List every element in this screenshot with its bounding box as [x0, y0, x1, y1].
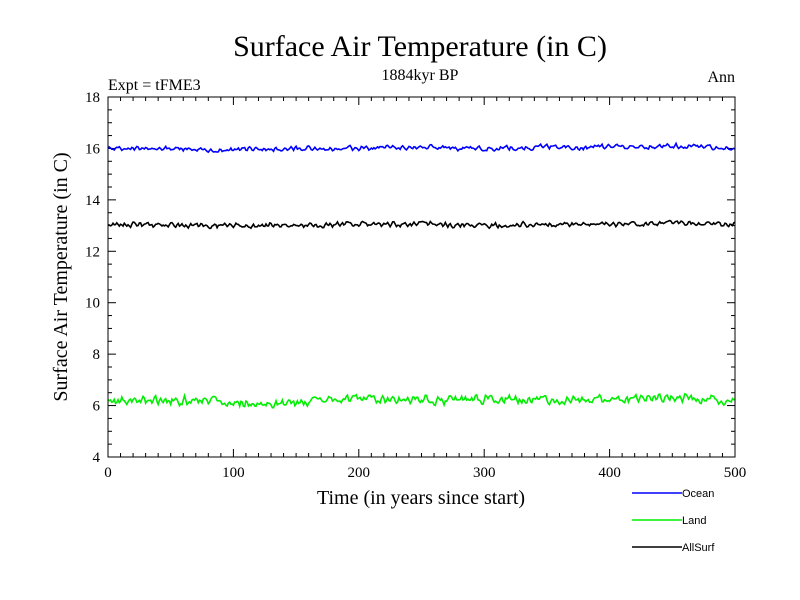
x-tick-label: 500: [724, 465, 747, 481]
legend: Ocean Land AllSurf: [632, 488, 715, 554]
series-line-allsurf: [107, 219, 736, 230]
series-lines: [107, 141, 736, 410]
series-line-land: [107, 392, 736, 410]
y-tick-label: 6: [93, 399, 101, 415]
chart-subtitle: 1884kyr BP: [382, 67, 459, 84]
x-tick-label: 400: [598, 465, 621, 481]
y-tick-label: 10: [85, 296, 100, 312]
y-tick-label: 12: [85, 244, 100, 260]
x-tick-label: 0: [104, 465, 112, 481]
x-axis-label: Time (in years since start): [317, 487, 525, 509]
legend-label-ocean: Ocean: [682, 488, 714, 500]
chart-title: Surface Air Temperature (in C): [233, 30, 607, 63]
y-tick-label: 14: [85, 193, 101, 209]
series-line-ocean: [107, 141, 736, 154]
y-tick-label: 4: [93, 450, 101, 466]
legend-label-allsurf: AllSurf: [682, 542, 715, 554]
x-tick-label: 200: [348, 465, 371, 481]
x-tick-label: 100: [222, 465, 245, 481]
legend-label-land: Land: [682, 515, 706, 527]
y-axis-label: Surface Air Temperature (in C): [50, 152, 72, 401]
experiment-label: Expt = tFME3: [108, 77, 201, 94]
season-label: Ann: [707, 69, 735, 86]
y-tick-label: 18: [85, 90, 100, 106]
y-tick-label: 8: [93, 347, 101, 363]
axis-ticks: 0 100 200 300 400 500 4 6 8 10 12 14 16 18: [85, 90, 746, 481]
x-tick-label: 300: [473, 465, 496, 481]
y-tick-label: 16: [85, 141, 101, 157]
plot-frame: [107, 96, 736, 458]
